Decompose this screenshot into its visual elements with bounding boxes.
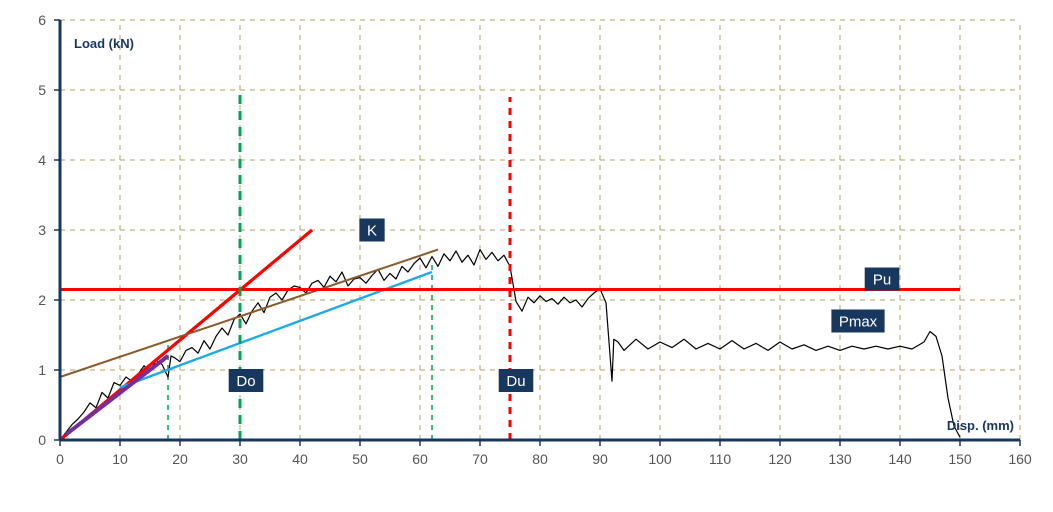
x-tick-label: 90 xyxy=(592,451,608,467)
x-tick-label: 140 xyxy=(888,451,912,467)
svg-text:Pmax: Pmax xyxy=(839,313,878,330)
svg-text:Du: Du xyxy=(506,373,525,390)
x-tick-label: 150 xyxy=(948,451,972,467)
svg-text:Pu: Pu xyxy=(873,271,891,288)
y-tick-label: 1 xyxy=(38,362,46,378)
x-tick-label: 30 xyxy=(232,451,248,467)
svg-text:K: K xyxy=(367,222,377,239)
y-tick-label: 2 xyxy=(38,292,46,308)
x-tick-label: 60 xyxy=(412,451,428,467)
x-tick-label: 20 xyxy=(172,451,188,467)
x-tick-label: 130 xyxy=(828,451,852,467)
x-tick-label: 70 xyxy=(472,451,488,467)
svg-text:Do: Do xyxy=(236,373,255,390)
y-tick-label: 5 xyxy=(38,82,46,98)
x-tick-label: 50 xyxy=(352,451,368,467)
x-tick-label: 80 xyxy=(532,451,548,467)
x-tick-label: 40 xyxy=(292,451,308,467)
label-Du: Du xyxy=(499,369,534,392)
y-tick-label: 4 xyxy=(38,152,46,168)
label-Do: Do xyxy=(229,369,264,392)
x-tick-label: 160 xyxy=(1008,451,1032,467)
x-tick-label: 110 xyxy=(709,451,732,467)
x-tick-label: 100 xyxy=(648,451,672,467)
label-Pu: Pu xyxy=(865,268,900,291)
y-tick-label: 6 xyxy=(38,12,46,28)
label-K: K xyxy=(359,219,384,242)
y-tick-label: 0 xyxy=(38,432,46,448)
load-displacement-chart: 0102030405060708090100110120130140150160… xyxy=(0,0,1053,512)
chart-bg xyxy=(0,0,1053,512)
x-axis-title: Disp. (mm) xyxy=(947,418,1014,433)
y-axis-title: Load (kN) xyxy=(74,36,134,51)
x-tick-label: 120 xyxy=(768,451,792,467)
label-Pmax: Pmax xyxy=(831,310,884,333)
x-tick-label: 0 xyxy=(56,451,64,467)
chart-svg: 0102030405060708090100110120130140150160… xyxy=(0,0,1053,512)
x-tick-label: 10 xyxy=(112,451,128,467)
y-tick-label: 3 xyxy=(38,222,46,238)
